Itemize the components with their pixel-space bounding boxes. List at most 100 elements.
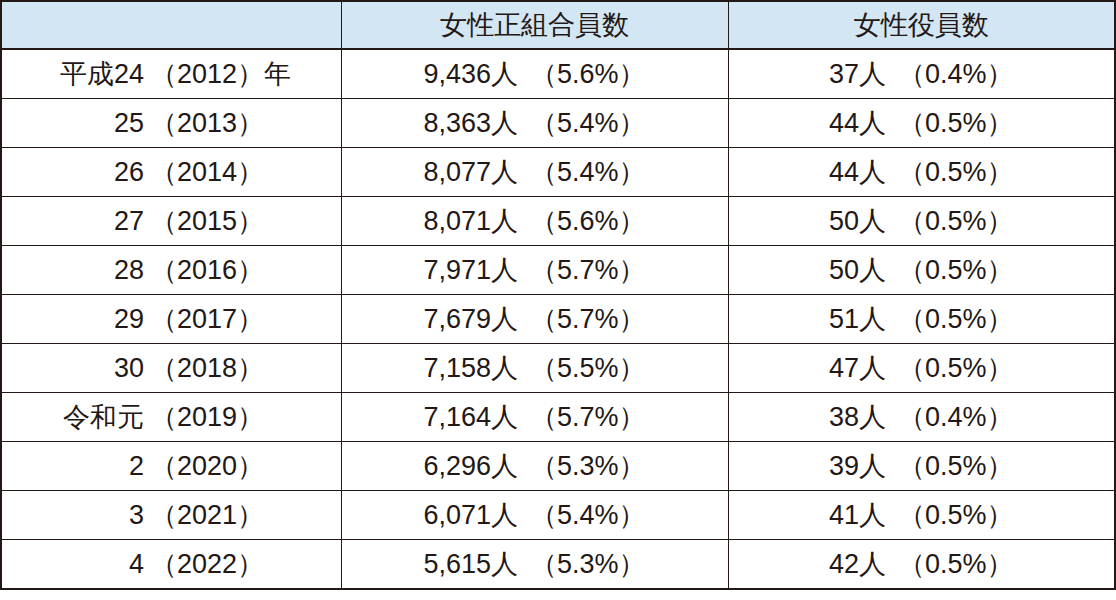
year-label: 26（2014） [2, 154, 341, 190]
year-cell: 26（2014） [1, 148, 341, 197]
officers-count: 44人 [829, 154, 886, 190]
year-label: 3（2021） [2, 497, 341, 533]
officers-cell: 50人（0.5%） [728, 246, 1115, 295]
year-paren: （2019） [150, 399, 264, 435]
members-pct: （5.4%） [530, 497, 646, 533]
members-count: 6,071人 [423, 497, 518, 533]
officers-cell: 44人 （0.5%） [728, 99, 1115, 148]
year-paren: （2020） [150, 448, 264, 484]
era-label: 4 [2, 549, 144, 580]
members-cell: 6,296人（5.3%） [341, 442, 728, 491]
officers-cell: 41人 （0.5%） [728, 491, 1115, 540]
officers-count: 50人 [829, 252, 886, 288]
era-label: 25 [2, 108, 144, 139]
officers-pct: （0.5%） [898, 105, 1014, 141]
officers-pct: （0.5%） [898, 301, 1014, 337]
officers-cell: 47人 （0.5%） [728, 344, 1115, 393]
officers-count: 51人 [829, 301, 886, 337]
members-count: 9,436人 [423, 56, 518, 92]
table-row: 29（2017） 7,679人（5.7%） 51人 （0.5%） [1, 295, 1115, 344]
era-label: 令和元 [2, 399, 144, 435]
officers-cell: 50人 （0.5%） [728, 197, 1115, 246]
members-cell: 8,077人（5.4%） [341, 148, 728, 197]
members-cell: 7,164人（5.7%） [341, 393, 728, 442]
officers-cell: 42人 （0.5%） [728, 540, 1115, 590]
era-label: 29 [2, 304, 144, 335]
members-pct: （5.7%） [530, 399, 646, 435]
officers-count: 50人 [829, 203, 886, 239]
officers-count: 39人 [829, 448, 886, 484]
col-header-officers: 女性役員数 [728, 1, 1115, 49]
officers-pct: （0.4%） [898, 56, 1014, 92]
officers-count: 44人 [829, 105, 886, 141]
col-header-year [1, 1, 341, 49]
year-paren: （2016） [150, 252, 264, 288]
officers-count: 38人 [829, 399, 886, 435]
officers-cell: 37人 （0.4%） [728, 49, 1115, 99]
members-cell: 5,615人 （5.3%） [341, 540, 728, 590]
members-cell: 7,679人（5.7%） [341, 295, 728, 344]
table-row: 30（2018） 7,158人（5.5%） 47人 （0.5%） [1, 344, 1115, 393]
members-count: 7,971人 [423, 252, 518, 288]
era-label: 28 [2, 255, 144, 286]
table-row: 26（2014） 8,077人（5.4%） 44人 （0.5%） [1, 148, 1115, 197]
officers-pct: （0.5%） [898, 350, 1014, 386]
officers-pct: （0.5%） [898, 448, 1014, 484]
era-label: 27 [2, 206, 144, 237]
year-paren: （2022） [150, 546, 264, 582]
year-label: 30（2018） [2, 350, 341, 386]
members-cell: 7,158人（5.5%） [341, 344, 728, 393]
members-pct: （5.7%） [530, 252, 646, 288]
year-cell: 28（2016） [1, 246, 341, 295]
officers-count: 41人 [829, 497, 886, 533]
year-cell: 4（2022） [1, 540, 341, 590]
members-count: 5,615人 [423, 546, 518, 582]
year-cell: 30（2018） [1, 344, 341, 393]
era-label: 平成24 [2, 56, 144, 92]
officers-pct: （0.5%） [898, 203, 1014, 239]
year-label: 28（2016） [2, 252, 341, 288]
members-cell: 8,071人（5.6%） [341, 197, 728, 246]
year-label: 平成24（2012）年 [2, 56, 341, 92]
officers-cell: 51人 （0.5%） [728, 295, 1115, 344]
members-count: 6,296人 [423, 448, 518, 484]
officers-cell: 44人 （0.5%） [728, 148, 1115, 197]
col-header-members: 女性正組合員数 [341, 1, 728, 49]
header-row: 女性正組合員数 女性役員数 [1, 1, 1115, 49]
members-count: 7,679人 [423, 301, 518, 337]
officers-pct: （0.5%） [898, 546, 1014, 582]
year-cell: 令和元（2019） [1, 393, 341, 442]
table-row: 27（2015） 8,071人（5.6%） 50人 （0.5%） [1, 197, 1115, 246]
year-label: 27（2015） [2, 203, 341, 239]
officers-pct: （0.5%） [898, 497, 1014, 533]
members-pct: （5.6%） [530, 203, 646, 239]
officers-pct: （0.5%） [898, 154, 1014, 190]
table-row: 3（2021） 6,071人 （5.4%） 41人 （0.5%） [1, 491, 1115, 540]
year-cell: 2（2020） [1, 442, 341, 491]
table-row: 28（2016） 7,971人 （5.7%） 50人（0.5%） [1, 246, 1115, 295]
era-label: 3 [2, 500, 144, 531]
officers-pct: （0.4%） [898, 399, 1014, 435]
members-cell: 7,971人 （5.7%） [341, 246, 728, 295]
officers-count: 37人 [829, 56, 886, 92]
members-cell: 9,436人（5.6%） [341, 49, 728, 99]
year-cell: 29（2017） [1, 295, 341, 344]
table-row: 令和元（2019） 7,164人（5.7%） 38人 （0.4%） [1, 393, 1115, 442]
officers-cell: 38人 （0.4%） [728, 393, 1115, 442]
year-paren: （2013） [150, 105, 264, 141]
officers-count: 42人 [829, 546, 886, 582]
year-paren: （2017） [150, 301, 264, 337]
year-label: 2（2020） [2, 448, 341, 484]
members-pct: （5.4%） [530, 105, 646, 141]
year-cell: 25（2013） [1, 99, 341, 148]
era-label: 2 [2, 451, 144, 482]
members-count: 7,158人 [423, 350, 518, 386]
table-row: 平成24（2012）年 9,436人（5.6%） 37人 （0.4%） [1, 49, 1115, 99]
officers-count: 47人 [829, 350, 886, 386]
year-cell: 平成24（2012）年 [1, 49, 341, 99]
table-row: 4（2022） 5,615人 （5.3%） 42人 （0.5%） [1, 540, 1115, 590]
members-pct: （5.4%） [530, 154, 646, 190]
members-pct: （5.3%） [530, 546, 646, 582]
members-cell: 8,363人（5.4%） [341, 99, 728, 148]
year-cell: 27（2015） [1, 197, 341, 246]
